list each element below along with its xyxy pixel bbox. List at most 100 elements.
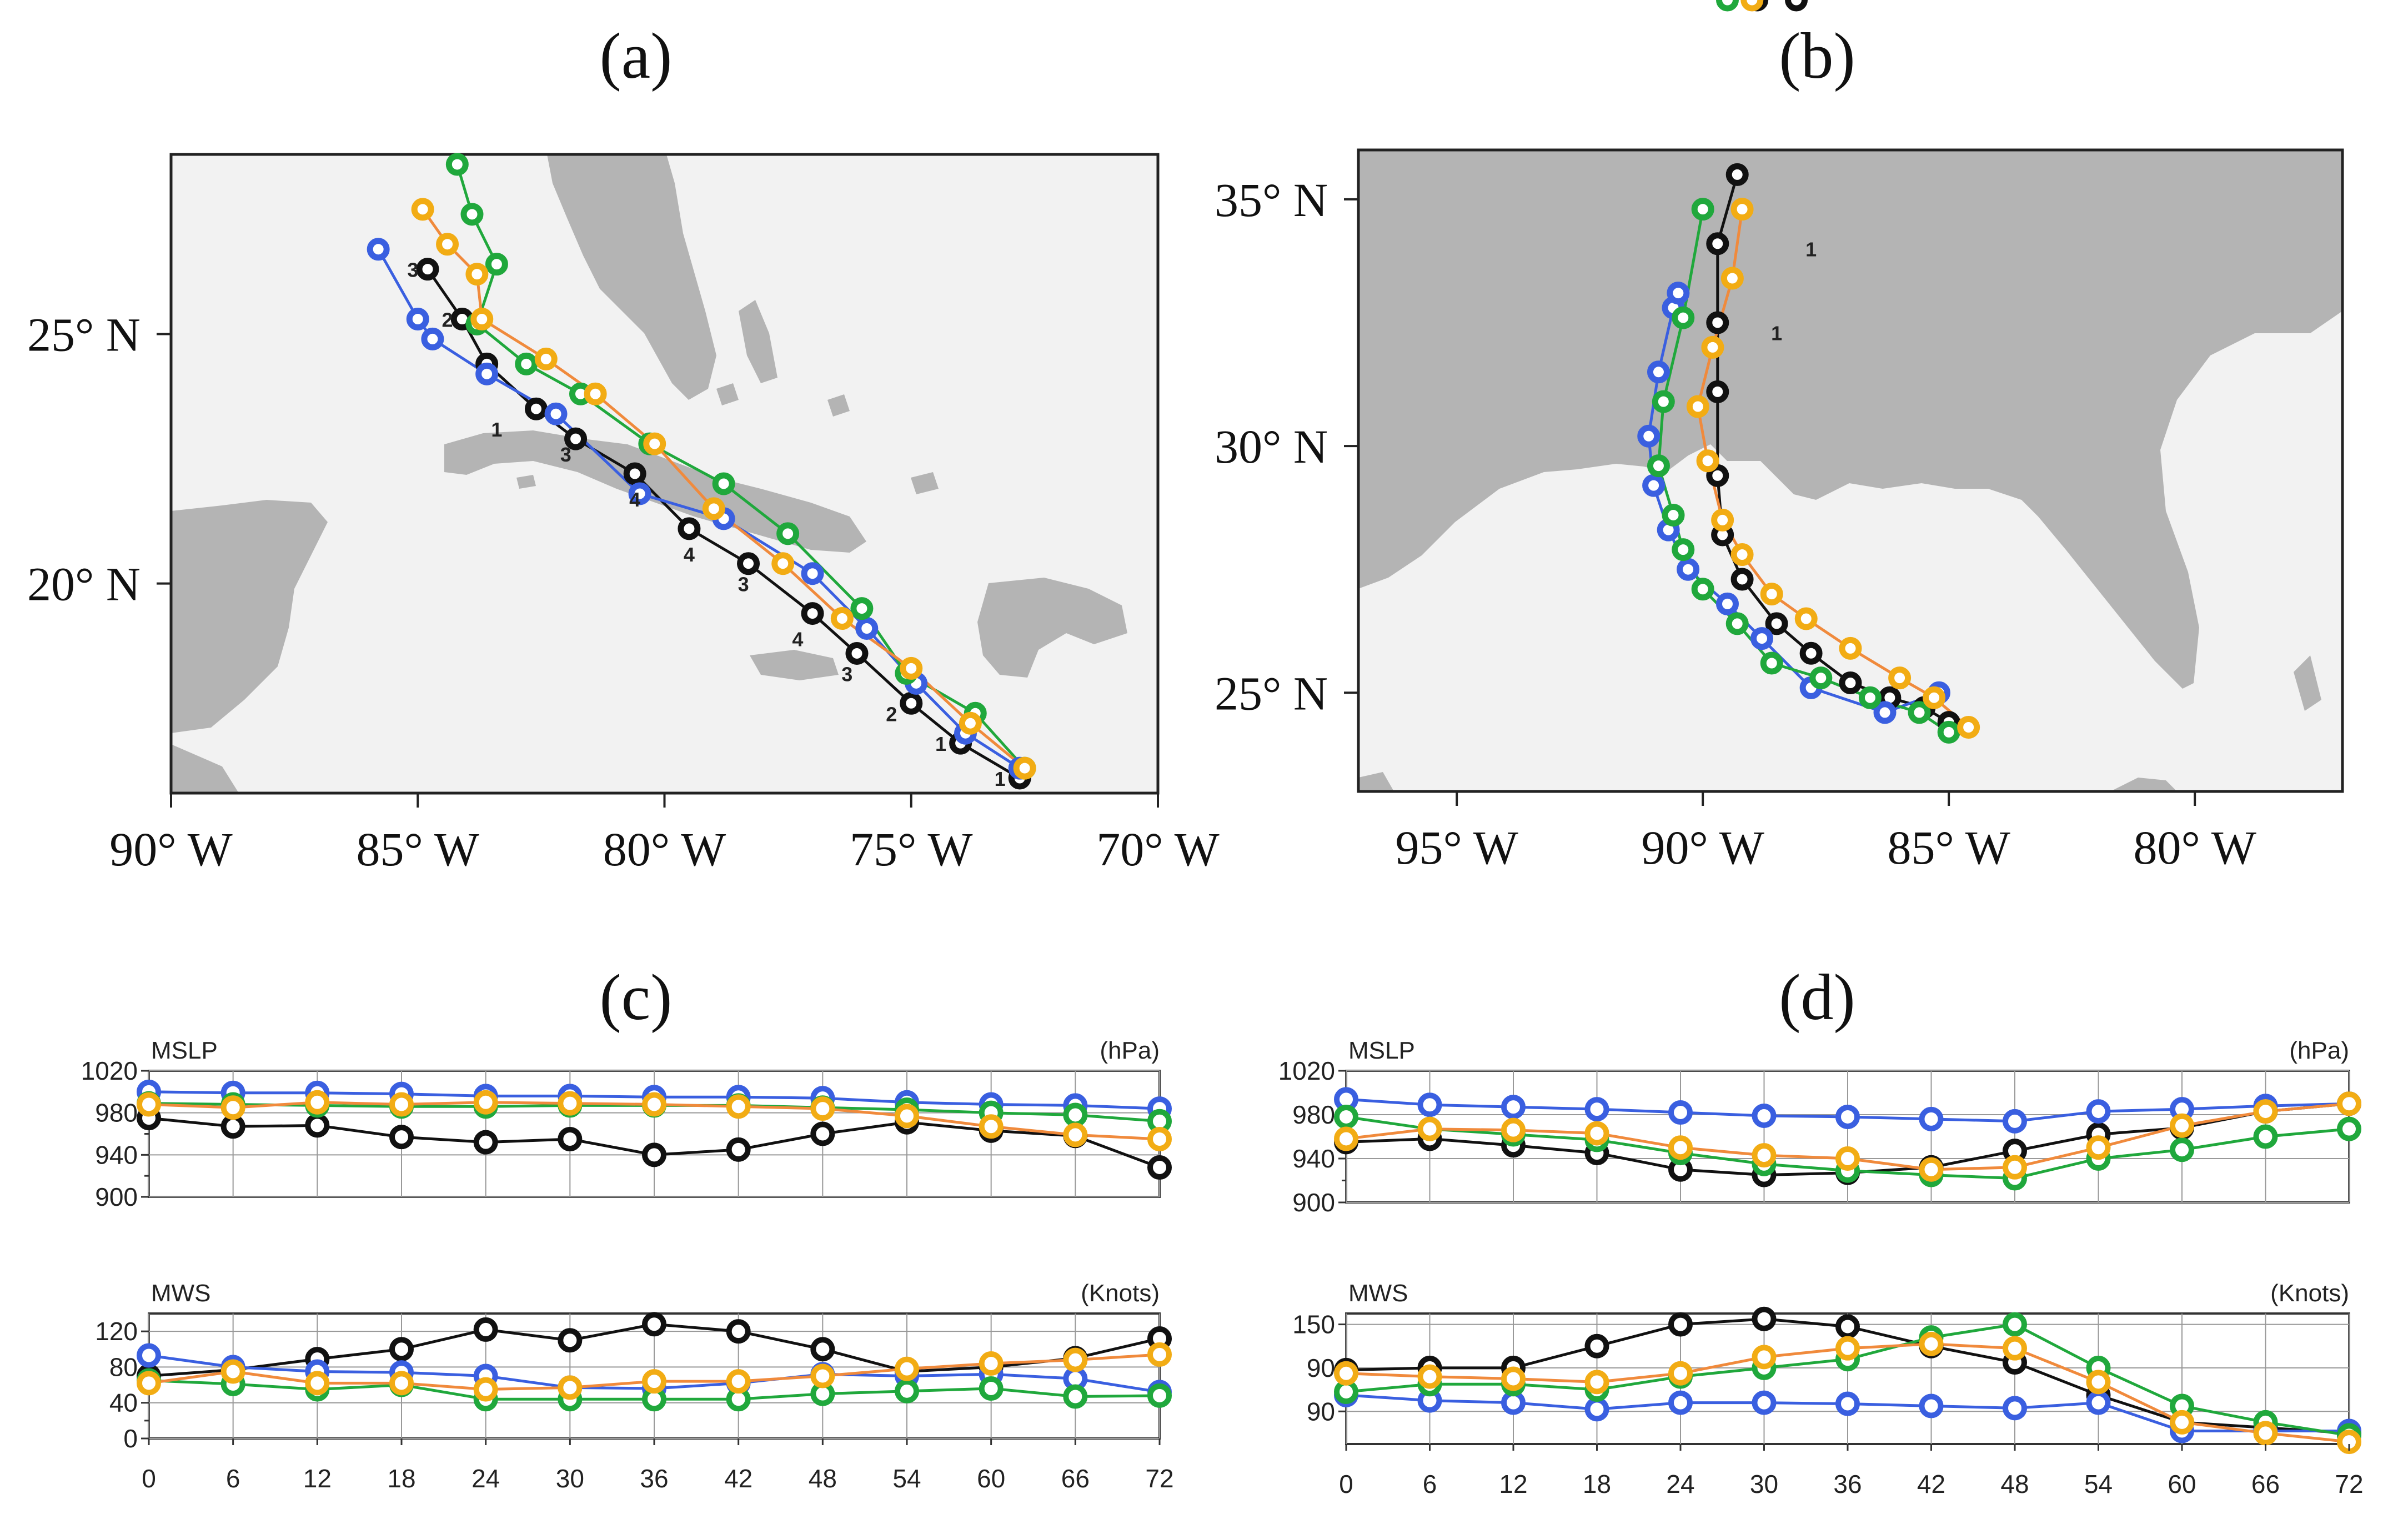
y-tick-label: 80 xyxy=(109,1352,138,1381)
b-point-blue xyxy=(1716,592,1739,615)
x-tick-label: 24 xyxy=(471,1464,500,1493)
map-b-land xyxy=(1358,150,2342,791)
bahamas-land xyxy=(516,383,939,494)
series-point-orange xyxy=(979,1114,1004,1139)
series-point-green xyxy=(895,1378,919,1403)
b-point-orange xyxy=(1957,716,1980,739)
cuba-land-b xyxy=(2110,778,2177,791)
day-label: 3 xyxy=(407,259,418,282)
series-point-orange xyxy=(1417,1364,1442,1389)
x-tick-label: 36 xyxy=(1833,1470,1862,1498)
b-point-orange xyxy=(1888,666,1912,690)
a-point-blue xyxy=(628,482,651,505)
y-tick-label: 90 xyxy=(1307,1353,1335,1382)
x-tick-label: 72 xyxy=(2335,1470,2363,1498)
b-point-blue xyxy=(1750,627,1774,650)
series-point-blue xyxy=(2086,1099,2111,1124)
series-point-orange xyxy=(1919,1157,1944,1182)
x-tick-label: 30 xyxy=(556,1464,584,1493)
series-point-orange xyxy=(2337,1091,2361,1116)
panel-mslp: 1020 980 940 900 MSLP (hPa) xyxy=(81,1037,1172,1211)
series-point-blue xyxy=(1501,1095,1526,1120)
b-point-orange xyxy=(1730,198,1754,221)
yucatan-land-b xyxy=(1358,772,1394,791)
b-point-green xyxy=(1908,701,1931,724)
series-point-orange xyxy=(1501,1117,1526,1142)
series-point-orange xyxy=(558,1375,583,1400)
y-tick-label: 90 xyxy=(1307,1397,1335,1426)
b-point-blue xyxy=(1667,282,1690,305)
a-point-black xyxy=(564,427,588,450)
panel-d-label: (d) xyxy=(1779,961,1855,1034)
x-tick-label: 48 xyxy=(809,1464,837,1493)
series-point-orange xyxy=(2170,1113,2194,1138)
series-point-orange xyxy=(220,1095,245,1120)
day-label: 1 xyxy=(491,418,502,441)
y-tick-label: 120 xyxy=(95,1317,138,1346)
b-point-orange xyxy=(1686,395,1709,418)
series-point-orange xyxy=(1752,1143,1777,1168)
map-a-tracks: 1 1 1 2 2 3 3 3 3 4 4 4 xyxy=(367,153,1036,790)
y-tick-label: 30° N xyxy=(1215,420,1328,473)
a-point-green xyxy=(850,597,874,620)
series-point-orange xyxy=(558,1091,583,1116)
series-point-orange xyxy=(979,1351,1004,1376)
series-point-black xyxy=(1584,1334,1609,1358)
series-point-blue xyxy=(1919,1106,1944,1131)
x-tick-label: 24 xyxy=(1666,1470,1694,1498)
b-point-blue xyxy=(1873,701,1897,724)
series-point-blue xyxy=(2086,1390,2111,1415)
panel-mws: 150 90 90 MWS (Knots) 0 6 12 18 24 30 36 42 48 54 60 66 7… xyxy=(1292,1280,2363,1498)
a-point-orange xyxy=(959,711,982,735)
a-point-blue xyxy=(406,307,429,330)
x-tick-label: 70° W xyxy=(1096,823,1220,876)
series-point-orange xyxy=(895,1104,919,1129)
series-point-orange xyxy=(642,1092,666,1117)
panel-title: MWS xyxy=(151,1280,211,1307)
a-point-orange xyxy=(411,198,434,221)
b-point-blue xyxy=(1642,474,1665,497)
y-tick-label: 25° N xyxy=(1215,666,1328,720)
series-point-orange xyxy=(1668,1135,1693,1160)
jamaica-land xyxy=(750,650,839,680)
x-tick-label: 54 xyxy=(892,1464,921,1493)
a-point-black xyxy=(623,462,646,485)
series-point-orange xyxy=(137,1092,161,1117)
a-point-orange xyxy=(1013,756,1036,780)
series-point-blue xyxy=(1835,1391,1860,1416)
x-tick-label: 54 xyxy=(2084,1470,2113,1498)
series-point-orange xyxy=(1668,1361,1693,1386)
panel-title: MSLP xyxy=(1348,1037,1415,1064)
y-tick-label: 40 xyxy=(109,1388,138,1417)
x-tick-label: 42 xyxy=(1917,1470,1945,1498)
y-tick-label: 980 xyxy=(1292,1100,1335,1129)
x-tick-label: 75° W xyxy=(850,823,973,876)
day-label: 2 xyxy=(442,308,453,331)
series-point-blue xyxy=(1752,1390,1777,1415)
a-point-orange xyxy=(465,263,489,286)
x-tick-label: 66 xyxy=(1061,1464,1090,1493)
series-point-green xyxy=(2337,1116,2361,1141)
b-point-orange xyxy=(1701,335,1724,359)
y-tick-label: 35° N xyxy=(1215,173,1328,227)
series-point-orange xyxy=(1835,1336,1860,1361)
series-point-green xyxy=(979,1376,1004,1401)
series-point-black xyxy=(642,1312,666,1337)
panel-unit: (Knots) xyxy=(1081,1280,1160,1307)
y-tick-label: 20° N xyxy=(27,558,141,611)
x-tick-label: 18 xyxy=(387,1464,415,1493)
day-label: 4 xyxy=(629,488,640,511)
map-b-ticks: 95° W 90° W 85° W 80° W 35° N 30° N 25° N xyxy=(1215,173,2256,874)
series-point-orange xyxy=(1147,1342,1172,1367)
b-point-orange xyxy=(1794,607,1818,630)
b-point-green xyxy=(1716,0,1739,12)
day-label: 4 xyxy=(684,543,695,566)
x-tick-label: 80° W xyxy=(603,823,726,876)
series-point-orange xyxy=(2086,1135,2111,1160)
x-tick-label: 6 xyxy=(226,1464,240,1493)
b-point-green xyxy=(1672,306,1695,329)
series-point-black xyxy=(1147,1155,1172,1180)
x-tick-label: 85° W xyxy=(356,823,479,876)
series-point-blue xyxy=(1584,1397,1609,1422)
series-point-orange xyxy=(305,1090,330,1115)
